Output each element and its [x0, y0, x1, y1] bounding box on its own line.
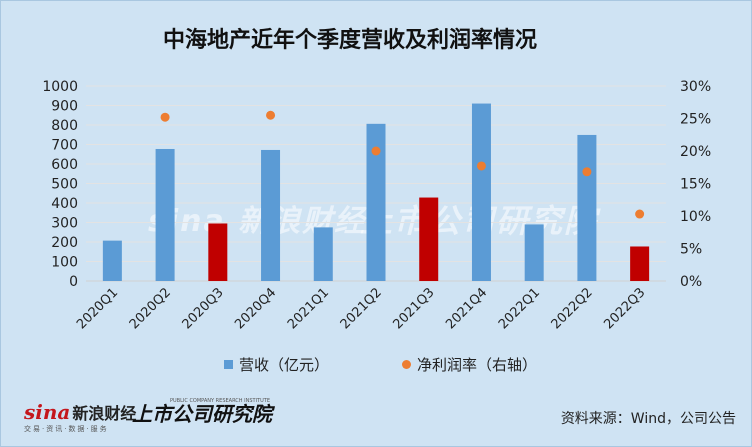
y-left-tick-label: 400: [51, 196, 78, 212]
bar-2020Q1: [102, 240, 122, 281]
x-tick-label: 2022Q2: [549, 285, 596, 332]
bar-2021Q3: [419, 197, 439, 281]
y-left-tick-label: 800: [51, 118, 78, 134]
institute-logo: 上市公司研究院: [132, 402, 272, 426]
margin-point-2022Q3: [635, 209, 645, 219]
y-right-tick-label: 30%: [680, 79, 711, 95]
x-tick-label: 2022Q1: [496, 285, 543, 332]
margin-point-2020Q4: [266, 110, 276, 120]
x-tick-label: 2020Q2: [127, 285, 174, 332]
y-right-tick-label: 5%: [680, 242, 702, 258]
x-tick-label: 2020Q3: [180, 285, 227, 332]
y-left-tick-label: 600: [51, 157, 78, 173]
bar-2022Q3: [630, 246, 650, 281]
x-tick-label: 2021Q3: [390, 285, 437, 332]
bar-2021Q1: [313, 227, 333, 281]
legend-bar-swatch: [224, 360, 233, 369]
x-tick-label: 2020Q4: [232, 285, 279, 332]
legend-revenue-label: 营收（亿元）: [239, 356, 330, 374]
y-left-tick-label: 500: [51, 177, 78, 193]
sina-logo-sub: 交易·资讯·数据·服务: [24, 425, 109, 433]
y-right-tick-label: 0%: [680, 274, 702, 290]
bar-2021Q2: [366, 123, 386, 281]
chart-title: 中海地产近年个季度营收及利润率情况: [162, 28, 537, 53]
sina-logo-cn: 新浪财经: [72, 404, 137, 423]
y-right-tick-label: 20%: [680, 144, 711, 160]
bar-2022Q1: [524, 224, 544, 281]
legend-item-revenue: 营收（亿元）: [224, 354, 329, 375]
y-left-tick-label: 100: [51, 255, 78, 271]
legend-dot-swatch: [402, 360, 411, 369]
legend: 营收（亿元） 净利润率（右轴）: [0, 354, 752, 378]
margin-point-2021Q2: [371, 146, 381, 156]
sina-logo-text: sina: [24, 400, 71, 424]
sina-logo: sina 新浪财经: [24, 400, 136, 424]
x-tick-label: 2021Q4: [443, 285, 490, 332]
y-left-tick-label: 300: [51, 216, 78, 232]
y-right-tick-label: 10%: [680, 209, 711, 225]
x-tick-label: 2022Q3: [601, 285, 648, 332]
x-tick-label: 2020Q1: [74, 285, 121, 332]
institute-logo-sub: PUBLIC COMPANY RESEARCH INSTITUTE: [170, 398, 270, 404]
legend-item-margin: 净利润率（右轴）: [402, 354, 537, 375]
margin-point-2021Q4: [476, 161, 486, 171]
y-left-tick-label: 200: [51, 235, 78, 251]
margin-point-2022Q2: [582, 167, 592, 177]
y-left-tick-label: 900: [51, 99, 78, 115]
bar-2020Q4: [261, 149, 281, 281]
bar-2020Q2: [155, 148, 175, 281]
margin-point-2020Q2: [160, 112, 170, 122]
source-note: 资料来源：Wind，公司公告: [560, 411, 736, 427]
bar-2022Q2: [577, 134, 597, 281]
bar-2021Q4: [471, 103, 491, 281]
y-left-tick-label: 0: [69, 274, 78, 290]
bar-2020Q3: [208, 223, 228, 281]
y-right-tick-label: 15%: [680, 177, 711, 193]
x-tick-label: 2021Q1: [285, 285, 332, 332]
legend-margin-label: 净利润率（右轴）: [417, 356, 538, 374]
y-left-tick-label: 700: [51, 138, 78, 154]
y-left-tick-label: 1000: [42, 79, 78, 95]
x-tick-label: 2021Q2: [338, 285, 385, 332]
y-right-tick-label: 25%: [680, 112, 711, 128]
